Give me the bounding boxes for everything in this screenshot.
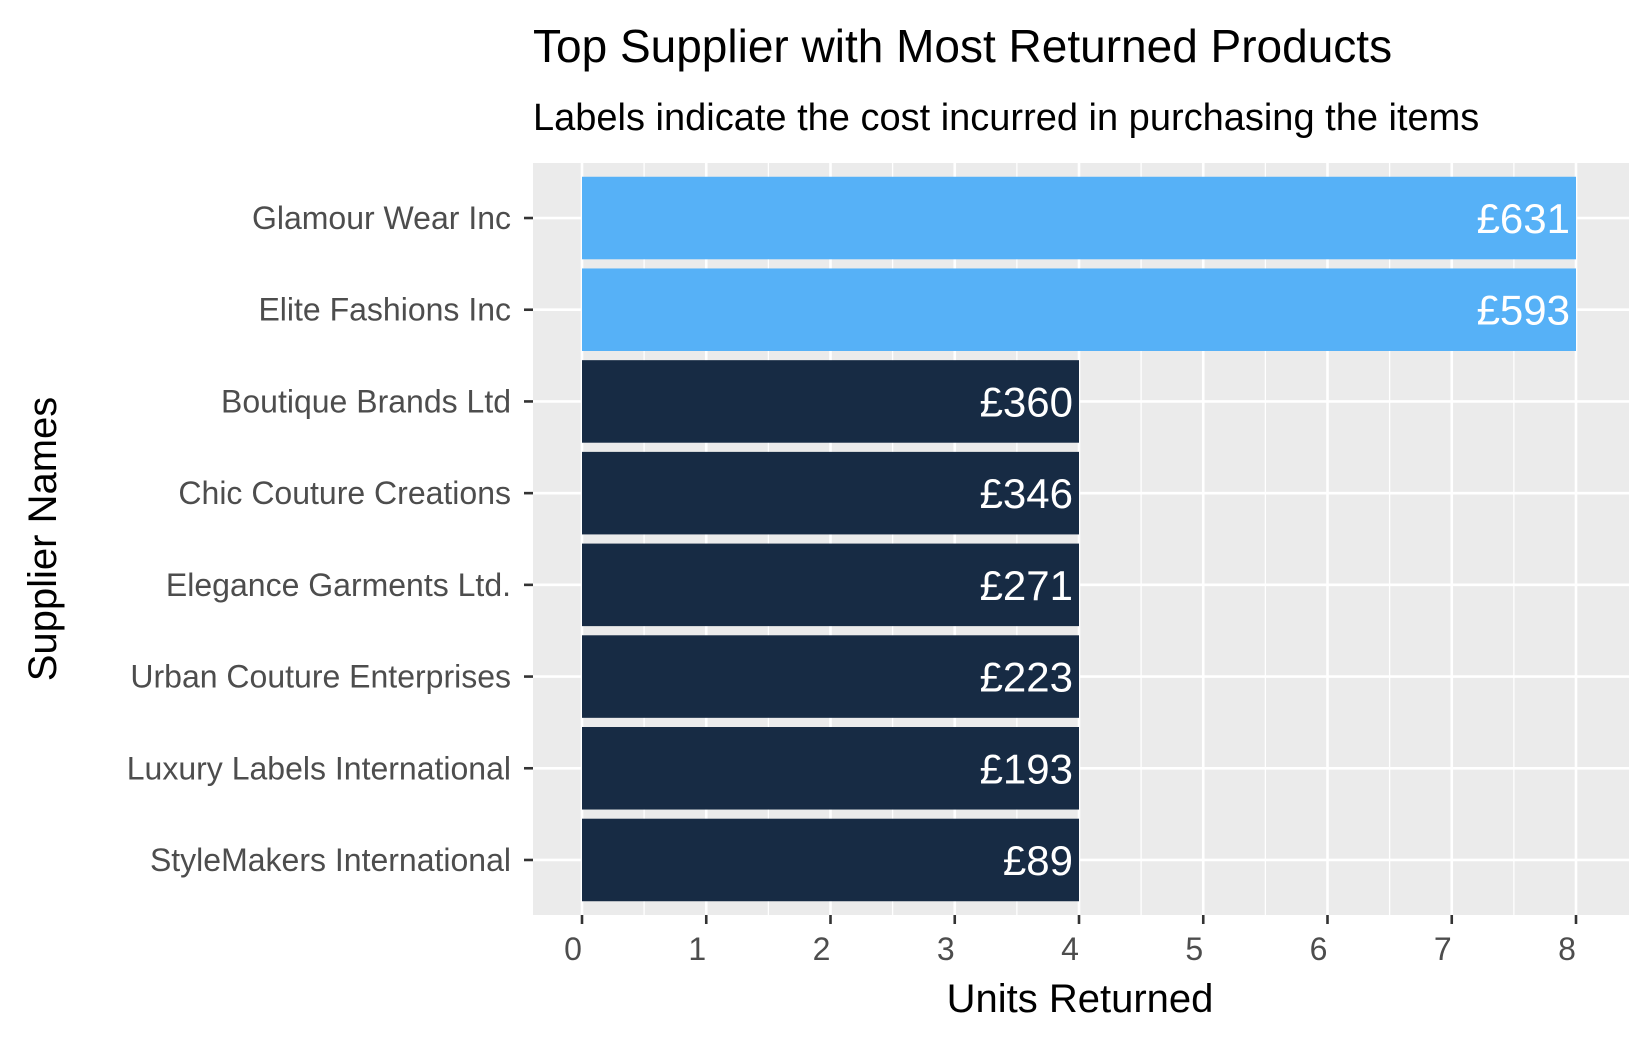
bar-label: £360 — [980, 378, 1073, 425]
y-tick-label: Elite Fashions Inc — [258, 292, 511, 328]
bar — [582, 451, 1079, 535]
bars — [582, 176, 1576, 902]
y-tick-label: Elegance Garments Ltd. — [166, 567, 511, 603]
x-tick-label: 5 — [1185, 931, 1203, 967]
bar-label: £346 — [980, 470, 1073, 517]
x-tick-label: 7 — [1434, 931, 1452, 967]
bar-label: £193 — [980, 745, 1073, 792]
x-axis: 0 1 2 3 4 5 6 7 8 — [564, 915, 1578, 967]
bar-label: £271 — [980, 562, 1073, 609]
bar — [582, 360, 1079, 443]
y-tick-label: StyleMakers International — [150, 842, 511, 878]
chart-subtitle: Labels indicate the cost incurred in pur… — [533, 97, 1479, 139]
y-tick-label: Luxury Labels International — [127, 750, 511, 786]
bar — [582, 818, 1079, 902]
x-tick-label: 0 — [564, 931, 582, 967]
bar-label: £223 — [980, 654, 1073, 701]
y-tick-label: Chic Couture Creations — [178, 475, 511, 511]
chart-title: Top Supplier with Most Returned Products — [533, 20, 1392, 72]
bar-value-labels: £631 £593 £360 £346 £271 £223 £193 £89 — [980, 195, 1570, 884]
y-tick-label: Urban Couture Enterprises — [130, 659, 511, 695]
y-tick-label: Boutique Brands Ltd — [221, 383, 511, 419]
y-tick-label: Glamour Wear Inc — [252, 200, 511, 236]
x-tick-label: 1 — [688, 931, 706, 967]
x-tick-label: 2 — [813, 931, 831, 967]
x-tick-label: 6 — [1310, 931, 1328, 967]
x-tick-label: 3 — [937, 931, 955, 967]
y-axis: Glamour Wear Inc Elite Fashions Inc Boutiq… — [127, 200, 533, 878]
y-axis-title: Supplier Names — [21, 397, 65, 682]
bar — [582, 268, 1576, 351]
bar-label: £631 — [1477, 195, 1570, 242]
x-tick-label: 4 — [1061, 931, 1079, 967]
x-axis-title: Units Returned — [947, 977, 1214, 1021]
bar — [582, 727, 1079, 810]
bar — [582, 543, 1079, 627]
bar — [582, 635, 1079, 718]
bar-label: £89 — [1003, 837, 1073, 884]
bar-label: £593 — [1477, 287, 1570, 334]
x-tick-label: 8 — [1558, 931, 1576, 967]
bar — [582, 176, 1576, 260]
